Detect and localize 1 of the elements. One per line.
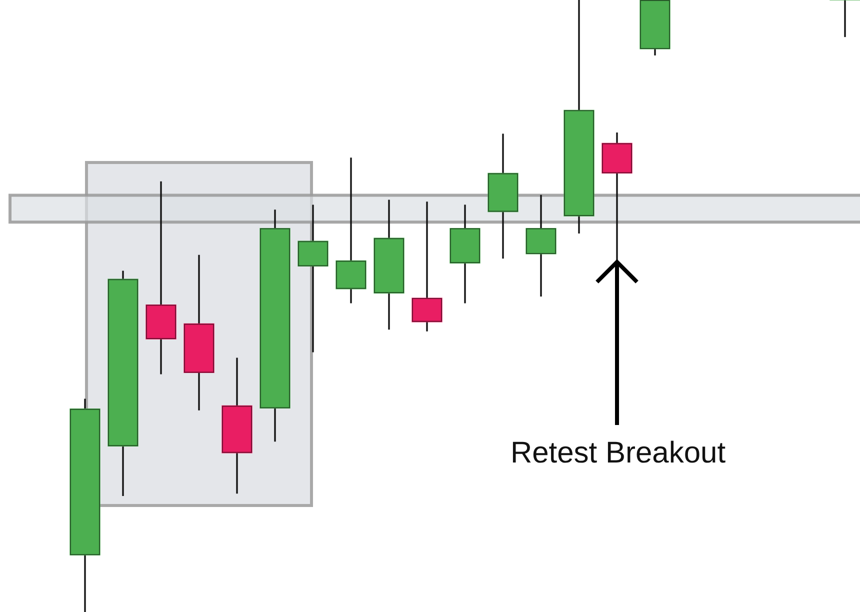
annotation: Retest Breakout <box>510 436 726 470</box>
